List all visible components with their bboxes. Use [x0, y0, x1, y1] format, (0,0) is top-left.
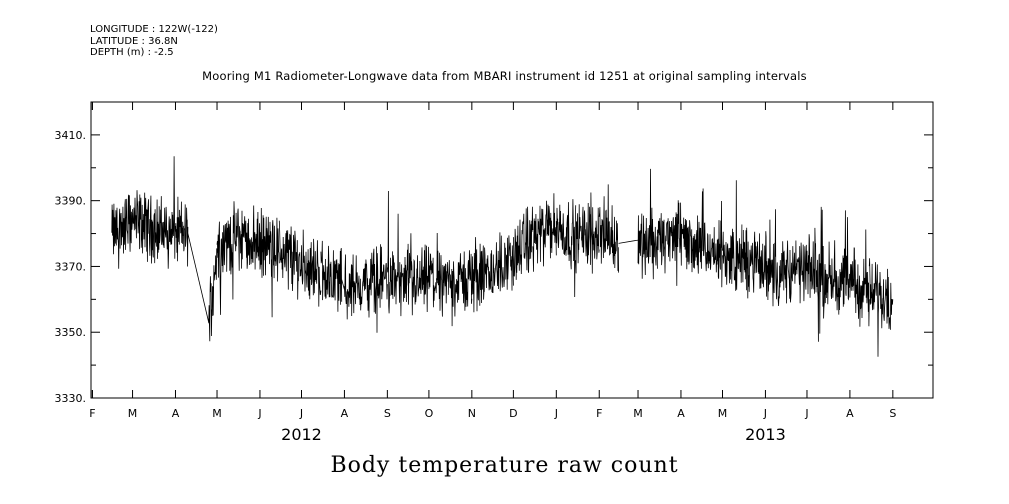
x-month-label: J: [299, 407, 303, 420]
metadata-block: LONGITUDE : 122W(-122) LATITUDE : 36.8N …: [90, 24, 218, 59]
x-month-label: F: [89, 407, 95, 420]
x-month-label: N: [468, 407, 476, 420]
x-month-label: M: [128, 407, 138, 420]
x-month-label: A: [172, 407, 180, 420]
x-month-label: S: [384, 407, 391, 420]
y-tick-label: 3370.: [55, 260, 87, 273]
longitude-label: LONGITUDE : 122W(-122): [90, 24, 218, 35]
x-month-label: S: [889, 407, 896, 420]
data-series-line: [111, 156, 894, 357]
x-month-label: A: [341, 407, 349, 420]
y-tick-label: 3350.: [55, 326, 87, 339]
x-month-label: D: [509, 407, 517, 420]
x-month-label: M: [212, 407, 222, 420]
x-month-label: J: [554, 407, 558, 420]
x-month-label: A: [677, 407, 685, 420]
x-month-label: J: [763, 407, 767, 420]
y-tick-label: 3330.: [55, 392, 87, 405]
y-tick-label: 3390.: [55, 195, 87, 208]
depth-label: DEPTH (m) : -2.5: [90, 47, 174, 58]
x-month-label: M: [718, 407, 728, 420]
x-year-label: 2012: [281, 425, 322, 444]
x-month-label: F: [596, 407, 602, 420]
x-month-label: J: [804, 407, 808, 420]
x-axis-label: Body temperature raw count: [330, 453, 679, 478]
x-year-label: 2013: [745, 425, 786, 444]
y-tick-label: 3410.: [55, 129, 87, 142]
x-month-label: J: [257, 407, 261, 420]
plot-frame: [90, 101, 934, 399]
x-month-label: O: [425, 407, 434, 420]
x-month-label: M: [633, 407, 643, 420]
chart-title: Mooring M1 Radiometer-Longwave data from…: [202, 69, 807, 83]
latitude-label: LATITUDE : 36.8N: [90, 35, 178, 47]
x-month-label: A: [846, 407, 854, 420]
